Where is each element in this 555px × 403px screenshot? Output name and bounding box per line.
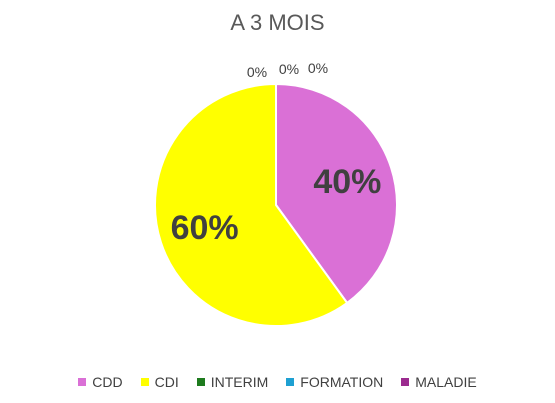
data-label-interim: 0% xyxy=(247,64,267,80)
legend-label-formation: FORMATION xyxy=(300,374,384,390)
data-label-formation: 0% xyxy=(279,61,299,77)
legend-item-formation: FORMATION xyxy=(286,374,383,390)
pie-slice-cdd xyxy=(275,82,398,305)
legend-item-cdd: CDD xyxy=(78,374,123,390)
legend-label-cdd: CDD xyxy=(92,374,123,390)
legend-label-cdi: CDI xyxy=(154,374,179,390)
legend-label-interim: INTERIM xyxy=(210,374,269,390)
legend-swatch-maladie xyxy=(401,378,410,386)
legend-swatch-cdi xyxy=(140,378,149,386)
chart-title: A 3 MOIS xyxy=(230,10,325,35)
data-label-cdi: 60% xyxy=(171,209,239,247)
pie-slice-cdi xyxy=(154,82,349,327)
legend-item-interim: INTERIM xyxy=(196,374,269,390)
data-label-cdd: 40% xyxy=(313,163,381,201)
chart-legend: CDD CDI INTERIM FORMATION MALADIE xyxy=(0,374,555,390)
legend-swatch-cdd xyxy=(78,378,87,386)
legend-swatch-formation xyxy=(286,378,295,386)
legend-item-cdi: CDI xyxy=(140,374,179,390)
legend-item-maladie: MALADIE xyxy=(401,374,477,390)
data-label-maladie: 0% xyxy=(308,60,328,76)
legend-swatch-interim xyxy=(196,378,205,386)
legend-label-maladie: MALADIE xyxy=(415,374,477,390)
